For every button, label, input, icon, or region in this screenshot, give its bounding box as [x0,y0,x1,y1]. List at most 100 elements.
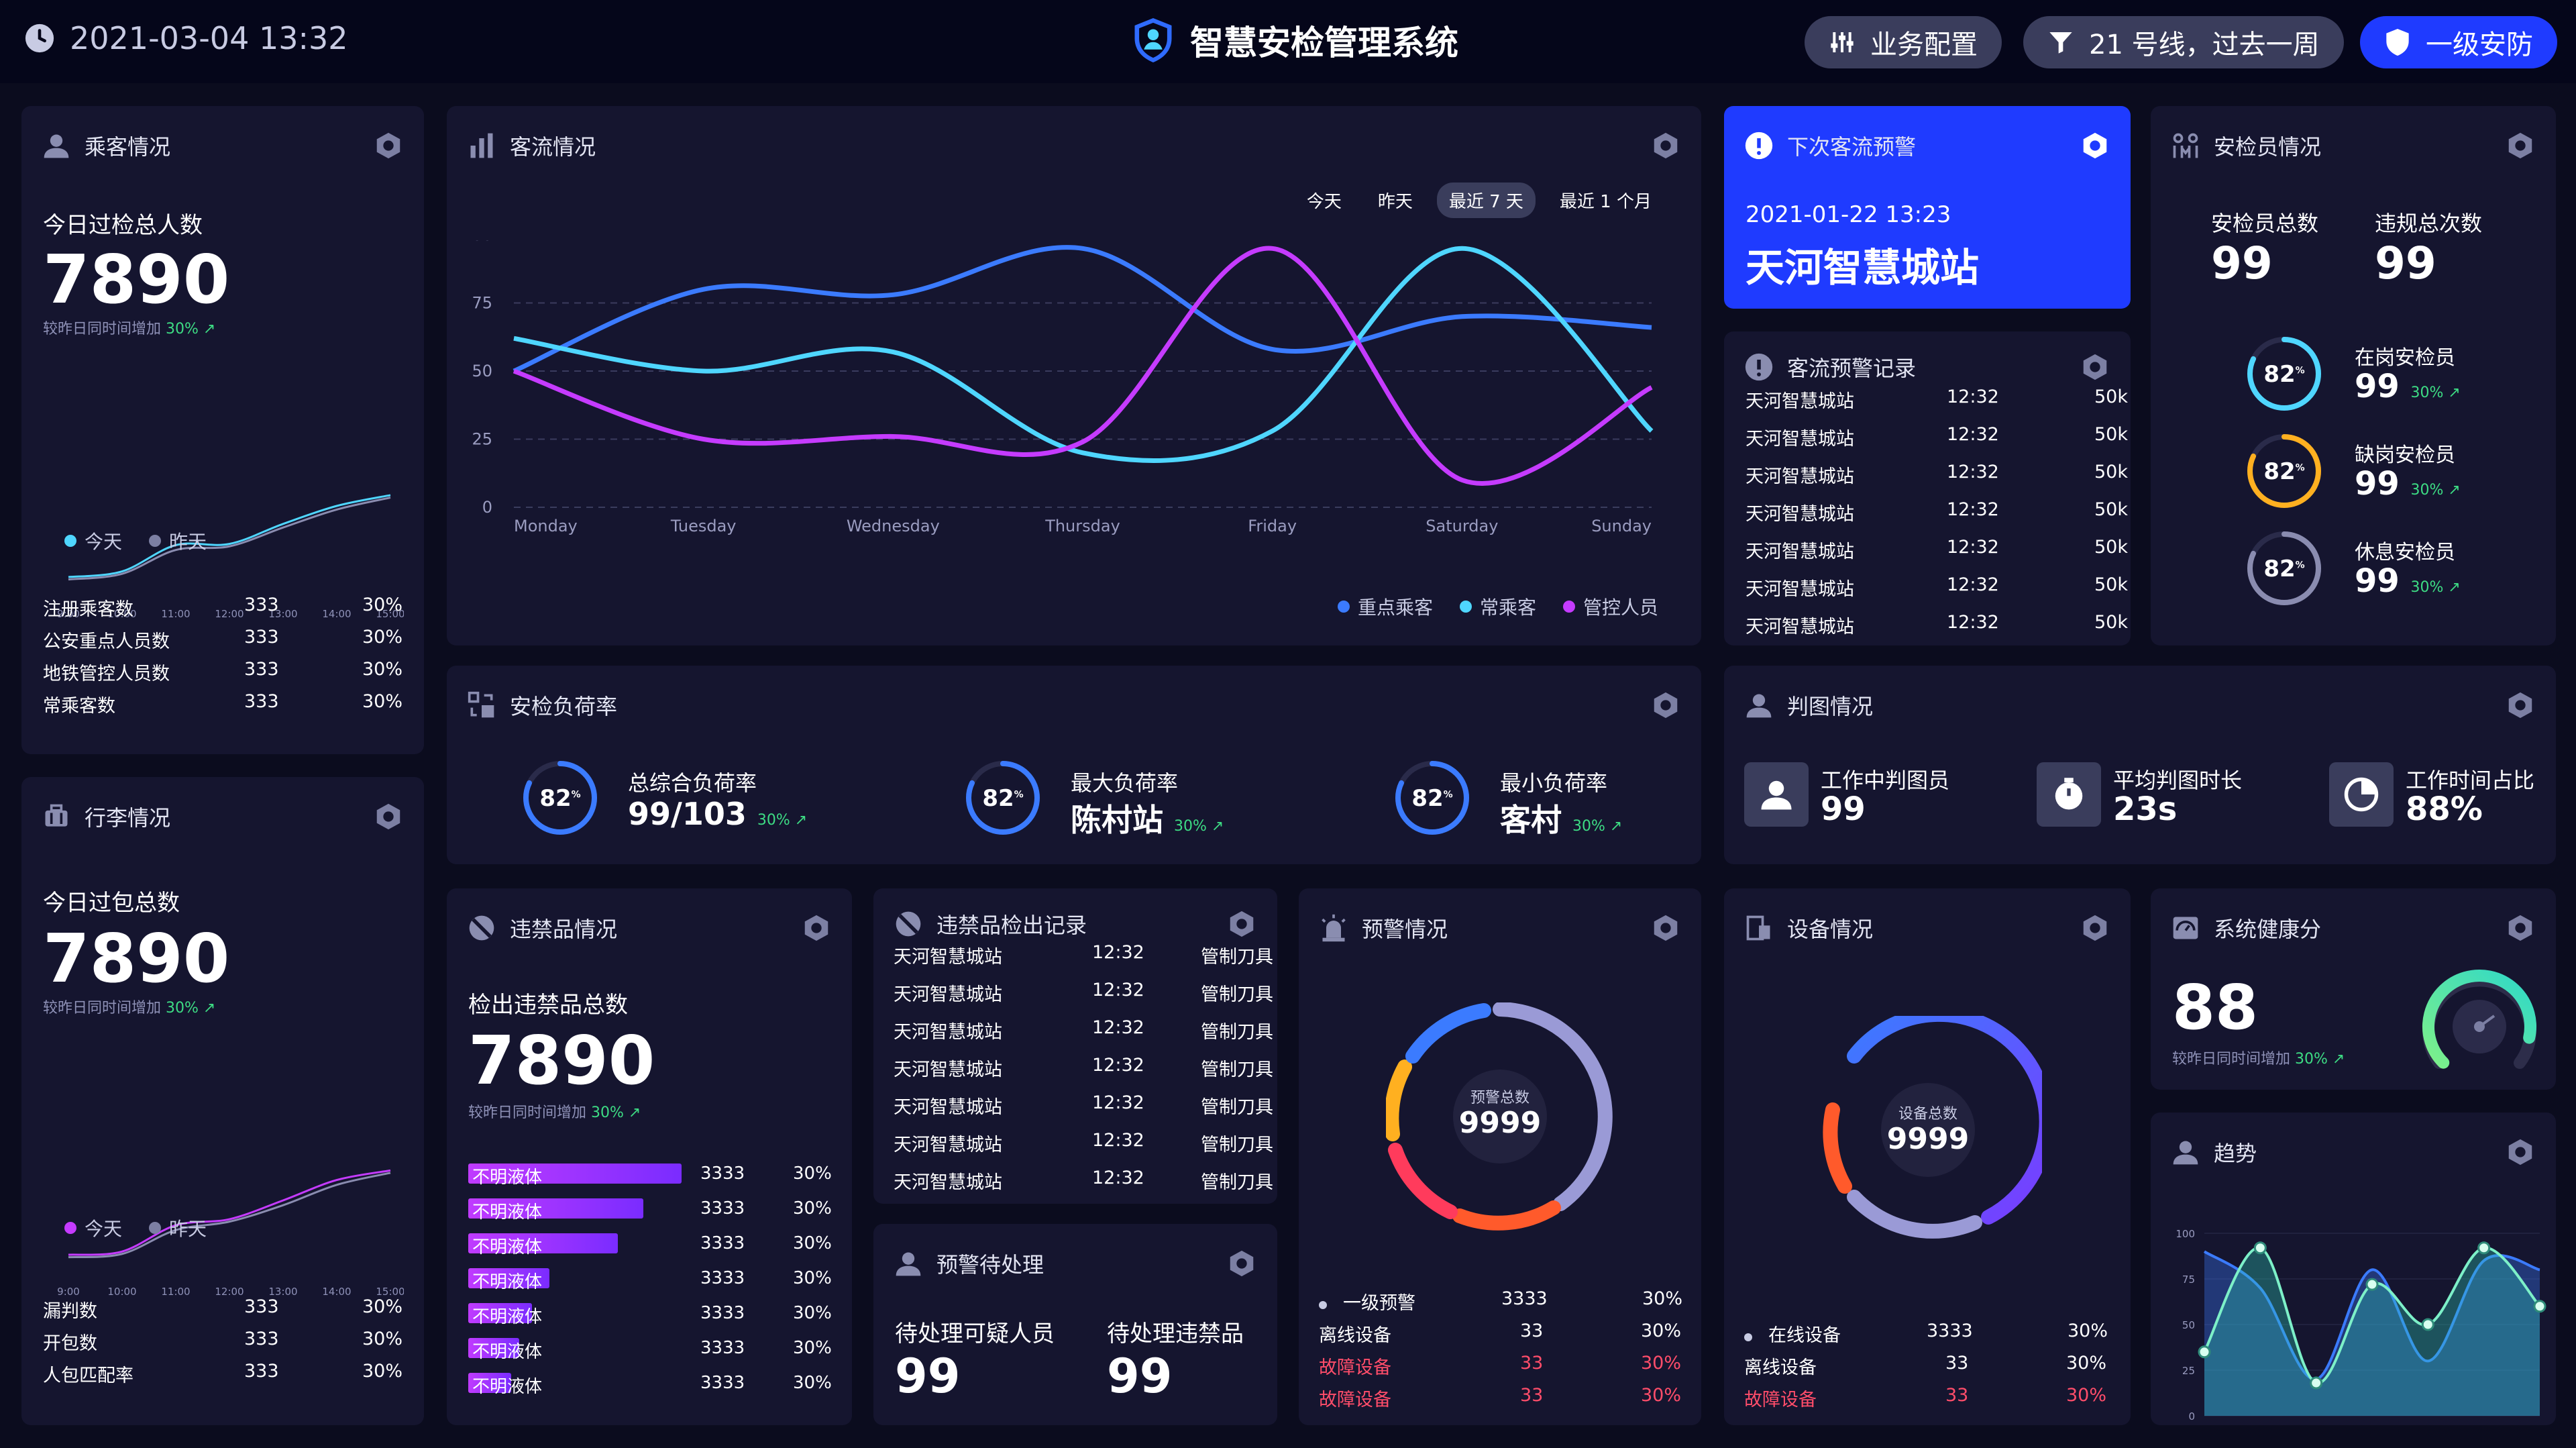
stat-pct: 30% [2067,1321,2108,1341]
tab-range-2[interactable]: 最近 7 天 [1436,183,1536,218]
table-cell: 12:32 [1092,980,1144,1000]
settings-icon[interactable] [2080,352,2110,382]
y-tick-label: 100 [2176,1228,2195,1240]
table-cell: 30% [362,659,402,680]
mini-x-tick: 12:00 [215,1286,244,1298]
settings-icon[interactable] [2505,690,2536,721]
progress-ring [966,761,1040,835]
table-cell: 30% [362,1296,402,1317]
table-row: 天河智慧城站 12:32 管制刀具 [894,1168,1273,1194]
pending-person-label: 待处理可疑人员 [895,1321,1055,1347]
progress-ring [2247,531,2321,605]
clock-text: 2021-03-04 13:32 [70,20,348,56]
trend-panel-title: 趋势 [2171,1137,2257,1168]
progress-ring [1395,761,1469,835]
tab-range-0[interactable]: 今天 [1306,192,1342,212]
device-center-value: 9999 [1886,1122,1970,1156]
settings-icon[interactable] [1650,130,1681,161]
pending-person-value[interactable]: 99 [895,1349,961,1404]
contraband-bar[interactable] [468,1163,682,1184]
contraband-bar[interactable] [468,1268,549,1288]
table-row: 常乘客数 333 30% [43,691,402,717]
flow-panel-title: 客流情况 [467,130,596,161]
mini-series-line [68,497,391,581]
load-metric-value: 99/103 30% ↗ [628,796,808,832]
x-tick-label: Sunday [1591,517,1652,535]
table-cell: 天河智慧城站 [1746,391,1854,412]
settings-icon[interactable] [2080,913,2110,943]
table-row: 天河智慧城站 12:32 50k [1746,386,2128,413]
table-row: 人包匹配率 333 30% [43,1361,402,1387]
business-config-button[interactable]: 业务配置 [1805,16,2002,68]
passenger-compare-text: 较昨日同时间增加 [43,321,162,338]
load-panel-title: 安检负荷率 [467,690,617,721]
stat-value: 3333 [1501,1288,1548,1309]
table-cell: 天河智慧城站 [894,1097,1002,1118]
table-row: 天河智慧城站 12:32 50k [1746,424,2128,450]
judge-metric-value: 99 [1821,790,1866,828]
tab-range-3[interactable]: 最近 1 个月 [1559,192,1652,212]
contraband-bar-label: 不明液体 [472,1272,543,1292]
contraband-compare-text: 较昨日同时间增加 [468,1104,587,1121]
settings-icon[interactable] [1226,1248,1257,1279]
contraband-bar[interactable] [468,1233,618,1253]
table-cell: 333 [244,659,279,680]
load-metric: 82% 总综合负荷率 99/103 30% ↗ [521,758,896,845]
security-level-button[interactable]: 一级安防 [2360,16,2557,68]
luggage-compare-pct: 30% [166,1000,199,1017]
table-cell: 50k [2094,612,2128,633]
table-row: 天河智慧城站 12:32 管制刀具 [894,1092,1273,1119]
table-cell: 公安重点人员数 [43,631,170,652]
alert-panel-title: 下次客流预警 [1744,130,1916,161]
settings-icon[interactable] [801,913,832,943]
settings-icon[interactable] [373,130,404,161]
settings-icon[interactable] [1650,690,1681,721]
pending-item-value[interactable]: 99 [1107,1349,1173,1404]
mini-x-tick: 11:00 [161,1286,190,1298]
contraband-bar-label: 不明液体 [472,1168,543,1188]
line-filter-button[interactable]: 21 号线，过去一周 [2023,16,2344,68]
table-cell: 12:32 [1092,1092,1144,1113]
area-series-line [2203,1250,2540,1381]
contraband-total-label: 检出违禁品总数 [468,992,628,1019]
contraband-panel-title: 违禁品情况 [467,913,617,943]
inspector-status-label: 在岗安检员 [2355,346,2455,370]
contraband-bar-pct: 30% [793,1268,832,1288]
x-tick-label: Tuesday [670,517,737,535]
settings-icon[interactable] [373,801,404,832]
contraband-bar[interactable] [468,1338,519,1358]
tab-range-1[interactable]: 昨天 [1377,192,1413,212]
inspector-total-label: 安检员总数 [2211,211,2319,236]
contraband-bar[interactable] [468,1198,643,1219]
settings-icon[interactable] [2505,1137,2536,1168]
settings-icon[interactable] [1650,913,1681,943]
table-cell: 天河智慧城站 [894,984,1002,1005]
settings-icon[interactable] [2080,130,2110,161]
contraband-bar-label: 不明液体 [472,1377,543,1397]
contraband-bar[interactable] [468,1303,532,1323]
pending-panel-title: 预警待处理 [894,1248,1044,1279]
pending-title-text: 预警待处理 [936,1252,1044,1278]
settings-icon[interactable] [2505,913,2536,943]
warning-title-text: 预警情况 [1362,917,1448,942]
legend-yesterday: 昨天 [149,527,207,554]
table-cell: 天河智慧城站 [1746,541,1854,562]
settings-icon[interactable] [1226,909,1257,939]
table-row: 天河智慧城站 12:32 50k [1746,612,2128,638]
table-cell: 注册乘客数 [43,599,133,620]
alert-time: 2021-01-22 13:23 [1746,201,1951,228]
table-cell: 管制刀具 [1201,1022,1273,1043]
next-flow-alert-panel[interactable]: 下次客流预警 2021-01-22 13:23 天河智慧城站 [1724,106,2131,309]
pending-item-label: 待处理违禁品 [1107,1321,1244,1347]
contraband-bar-value: 3333 [700,1163,745,1184]
security-load-panel: 安检负荷率 82% 总综合负荷率 99/103 30% ↗ 82% 最大负荷率 陈村站 3… [447,666,1701,864]
trend-up-icon: ↗ [203,321,216,338]
contraband-bar[interactable] [468,1373,511,1393]
contraband-bar-pct: 30% [793,1233,832,1253]
y-tick-label: 75 [472,294,492,313]
stat-label: 故障设备 [1319,1390,1391,1410]
stat-value: 33 [1945,1353,1969,1374]
contraband-total-value: 7890 [468,1021,655,1100]
stat-pct: 30% [1640,1385,1681,1406]
settings-icon[interactable] [2505,130,2536,161]
